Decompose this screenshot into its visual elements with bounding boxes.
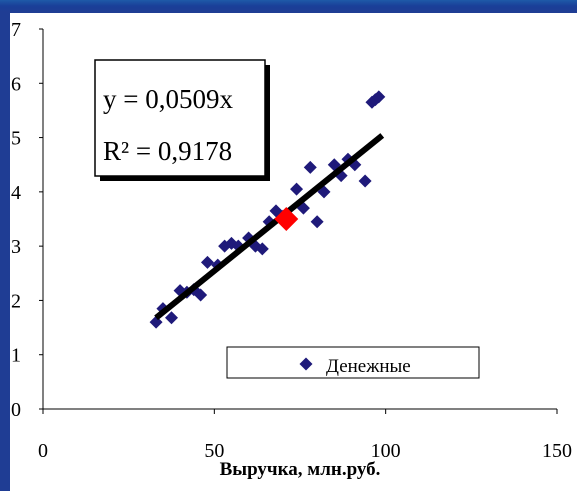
data-point <box>194 288 208 302</box>
highlighted-point <box>274 207 299 231</box>
data-point <box>372 90 386 104</box>
trendline-equation: y = 0,0509x <box>103 84 233 114</box>
x-tick-label: 150 <box>542 440 572 462</box>
y-tick-label: 2 <box>11 290 21 312</box>
y-tick-label: 4 <box>11 182 21 204</box>
y-tick-label: 0 <box>11 399 21 421</box>
data-point <box>358 174 372 188</box>
y-tick-label: 7 <box>11 19 21 41</box>
data-point <box>200 255 214 269</box>
x-axis-title: Выручка, млн.руб. <box>220 459 381 480</box>
y-tick-label: 6 <box>11 73 21 95</box>
equation-box <box>94 59 266 177</box>
legend-marker <box>299 357 313 371</box>
data-point <box>303 160 317 174</box>
y-tick-label: 1 <box>11 345 21 367</box>
marks-layer <box>149 90 386 329</box>
data-point <box>165 311 178 325</box>
data-point <box>290 182 304 196</box>
trendline-r2: R² = 0,9178 <box>103 136 232 166</box>
x-tick-label: 50 <box>204 440 224 462</box>
data-point <box>255 242 269 256</box>
legend-label: Денежные <box>326 356 411 377</box>
data-point <box>310 215 324 229</box>
labels-layer: 0 1 2 3 4 5 6 7 0 50 100 150 Выручка, млн.руб. y = 0,… <box>11 19 572 480</box>
y-tick-label: 3 <box>11 236 21 258</box>
axes-layer <box>39 28 558 414</box>
trendline <box>154 133 385 321</box>
x-tick-label: 100 <box>371 440 401 462</box>
x-tick-label: 0 <box>38 440 48 462</box>
legend-box <box>226 346 480 379</box>
y-tick-label: 5 <box>11 128 21 150</box>
